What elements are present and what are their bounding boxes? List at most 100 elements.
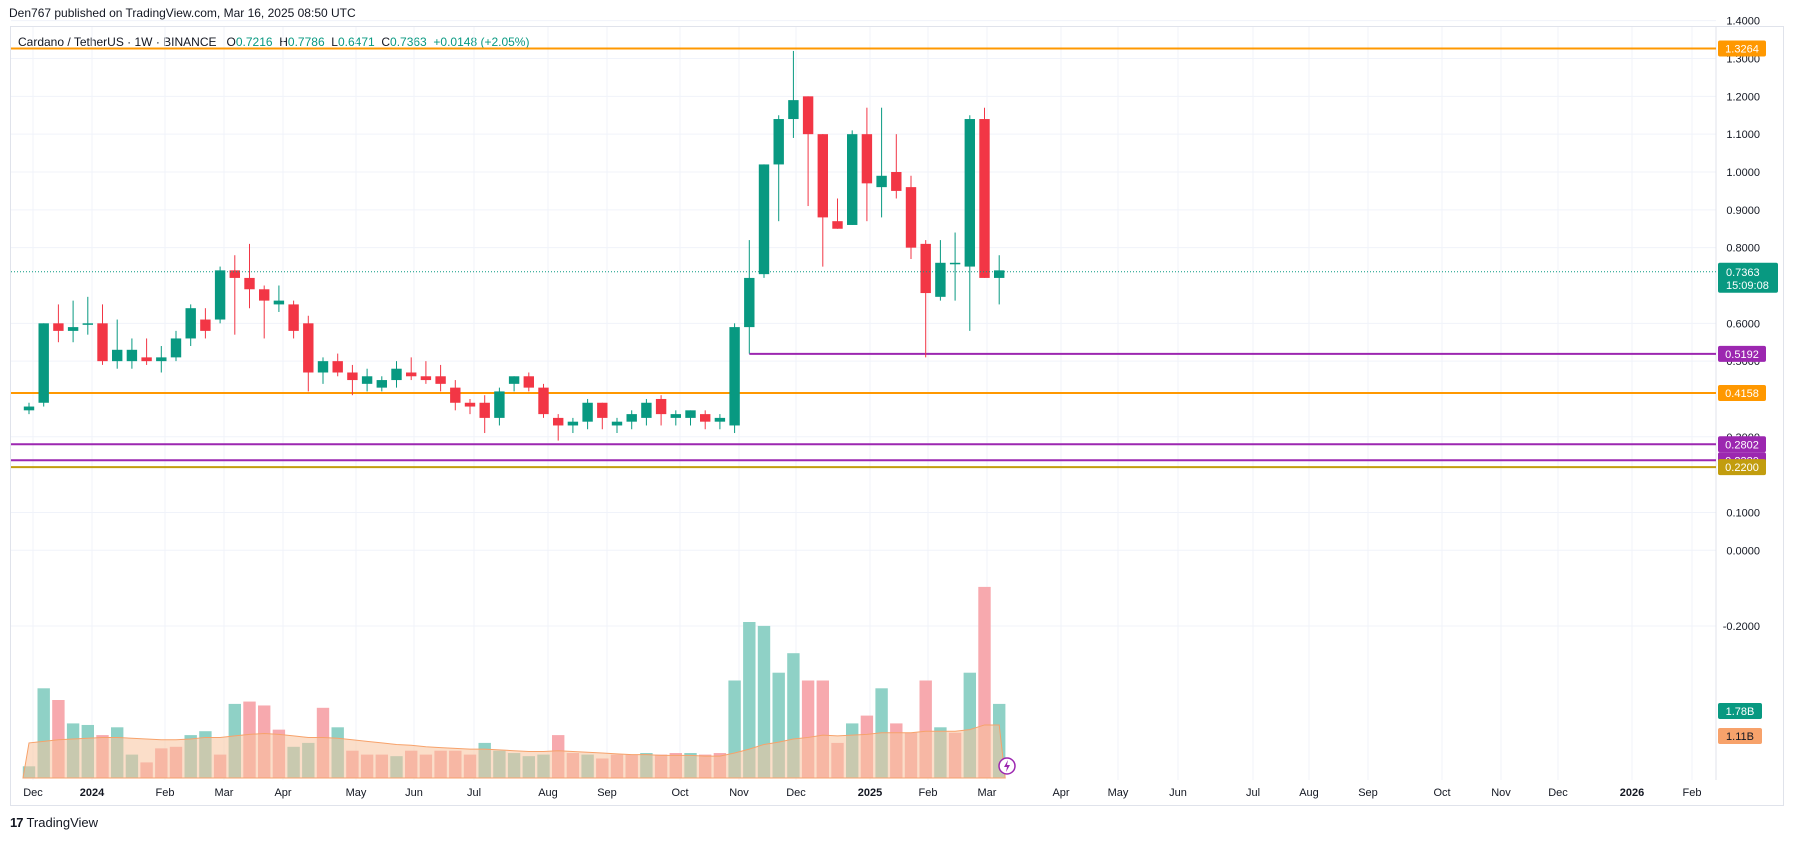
x-axis-tick-label: Apr — [1052, 787, 1069, 799]
low-label: L — [331, 35, 338, 49]
symbol-title[interactable]: Cardano / TetherUS · 1W · BINANCE — [18, 35, 217, 49]
candle-body — [420, 376, 432, 381]
candle-body — [347, 372, 358, 381]
volume-label: 1.11B — [1726, 731, 1754, 743]
candle-body — [214, 270, 226, 320]
level-price-label: 0.5192 — [1725, 349, 1759, 361]
open-value: 0.7216 — [235, 35, 273, 49]
level-price-tag — [1718, 385, 1766, 402]
candle-body — [700, 414, 711, 422]
candle-body — [626, 414, 637, 422]
candle-body — [891, 172, 902, 191]
x-axis-tick-label: 2025 — [858, 787, 882, 799]
candle-body — [303, 323, 314, 373]
y-axis-tick-label: 0.1000 — [1726, 507, 1760, 519]
candle-body — [670, 414, 681, 418]
candle-body — [994, 270, 1005, 278]
x-axis-tick-label: Jul — [1246, 787, 1260, 799]
candle-body — [450, 387, 461, 403]
candle-body — [82, 323, 93, 325]
current-price-label: 0.7363 — [1726, 267, 1760, 279]
level-price-label: 0.2200 — [1725, 462, 1759, 474]
candle-body — [964, 119, 975, 267]
x-axis-tick-label: 2024 — [80, 787, 105, 799]
candle-body — [406, 372, 417, 377]
candle-body — [802, 96, 814, 135]
candle-body — [876, 175, 887, 188]
candle-body — [641, 402, 652, 418]
candle-body — [200, 319, 211, 331]
candle-body — [861, 134, 873, 184]
candle-body — [97, 323, 108, 362]
candle-body — [288, 304, 299, 331]
x-axis-tick-label: Aug — [1299, 787, 1319, 799]
bar-countdown-label: 15:09:08 — [1726, 280, 1769, 292]
x-axis-tick-label: Jun — [405, 787, 423, 799]
candle-body — [685, 410, 696, 418]
candle-body — [464, 402, 476, 407]
level-price-tag — [1718, 436, 1766, 453]
candle-body — [758, 164, 770, 275]
candle-body — [376, 380, 387, 388]
candle-body — [126, 349, 138, 362]
candle-body — [38, 323, 49, 403]
candle-body — [582, 402, 593, 422]
x-axis-tick-label: Feb — [156, 787, 175, 799]
y-axis-tick-label: 1.2000 — [1726, 91, 1760, 103]
candle-body — [553, 417, 564, 426]
x-axis-tick-label: Oct — [671, 787, 688, 799]
y-axis-tick-label: 0.8000 — [1726, 243, 1760, 255]
high-label: H — [279, 35, 288, 49]
footer-brand: 17 TradingView — [10, 815, 98, 830]
candle-body — [714, 417, 726, 422]
x-axis-tick-label: Sep — [597, 787, 617, 799]
change-value: +0.0148 (+2.05%) — [433, 35, 530, 49]
close-label: C — [381, 35, 391, 49]
candle-body — [361, 376, 373, 384]
y-axis-tick-label: 1.0000 — [1726, 167, 1760, 179]
x-axis-tick-label: Apr — [274, 787, 291, 799]
candle-body — [435, 376, 446, 384]
x-axis-tick-label: Nov — [1491, 787, 1511, 799]
candle-body — [141, 357, 152, 362]
y-axis-tick-label: -0.2000 — [1723, 621, 1760, 633]
candle-body — [479, 402, 490, 418]
candle-body — [905, 187, 917, 248]
x-axis-tick-label: Dec — [786, 787, 806, 799]
chart-frame — [10, 26, 1784, 806]
y-axis-tick-label: 0.6000 — [1726, 318, 1760, 330]
tradingview-logo-icon: 17 — [10, 815, 24, 830]
candle-body — [185, 308, 196, 339]
candle-body — [744, 277, 755, 328]
candle-body — [244, 277, 255, 290]
candle-body — [229, 270, 240, 278]
level-price-tag — [1718, 40, 1766, 57]
level-price-label: 0.4158 — [1725, 388, 1759, 400]
candle-body — [391, 368, 402, 381]
candle-body — [332, 361, 343, 373]
open-label: O — [226, 35, 236, 49]
symbol-legend: Cardano / TetherUS · 1W · BINANCE O0.721… — [18, 35, 529, 49]
x-axis-tick-label: May — [346, 787, 367, 799]
level-price-label: 1.3264 — [1725, 44, 1759, 56]
volume-bar — [743, 622, 756, 778]
volume-tag — [1718, 703, 1762, 719]
volume-bar — [757, 625, 771, 778]
lightning-glyph-icon — [1004, 760, 1010, 772]
level-price-tag — [1718, 459, 1766, 476]
candle-body — [317, 361, 329, 373]
x-axis-tick-label: Dec — [23, 787, 43, 799]
candle-body — [611, 421, 623, 426]
x-axis-tick-label: 2026 — [1620, 787, 1644, 799]
candle-body — [935, 262, 946, 297]
candle-body — [53, 323, 64, 331]
candle-body — [67, 327, 79, 331]
x-axis-tick-label: Jul — [467, 787, 481, 799]
y-axis-tick-label: 1.4000 — [1726, 16, 1760, 28]
candle-body — [259, 289, 270, 301]
candle-body — [847, 134, 858, 225]
tradingview-brand: TradingView — [26, 815, 99, 830]
volume-ma-area — [22, 724, 1006, 779]
x-axis-tick-label: Jun — [1169, 787, 1187, 799]
